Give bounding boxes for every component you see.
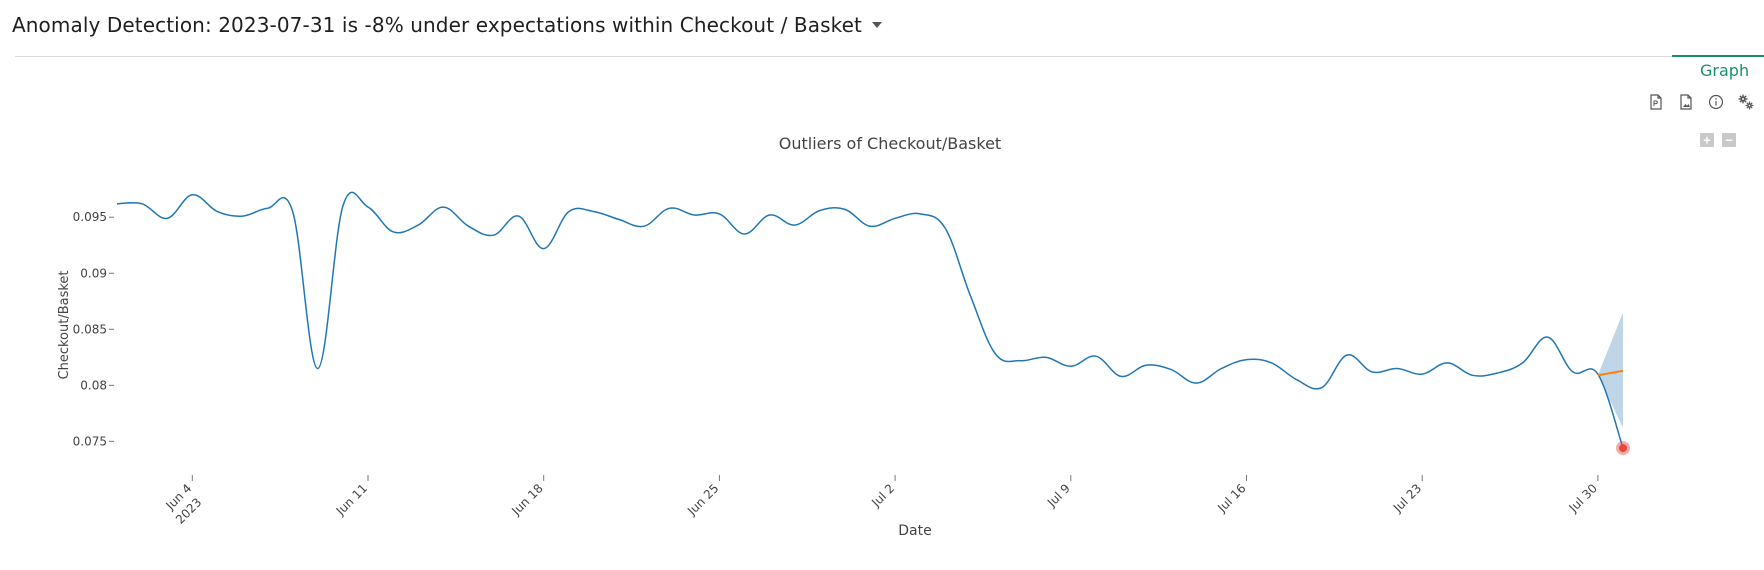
x-tick-label: Jul 30	[1566, 481, 1600, 515]
chart-title: Outliers of Checkout/Basket	[779, 134, 1001, 153]
tab-graph[interactable]: Graph	[1700, 61, 1750, 80]
x-tick-label: Jul 16	[1214, 481, 1248, 515]
x-tick-label: Jul 23	[1390, 481, 1424, 515]
y-axis-label: Checkout/Basket	[57, 270, 72, 379]
zoom-in-button[interactable]: +	[1700, 133, 1714, 147]
anomaly-point[interactable]	[1619, 444, 1627, 453]
y-tick-label: 0.085	[73, 322, 107, 336]
chevron-down-icon[interactable]	[871, 22, 882, 28]
y-tick-label: 0.09	[80, 266, 107, 280]
confidence-band	[1597, 312, 1623, 428]
pdf-icon	[1650, 94, 1662, 110]
image-export-button[interactable]	[1676, 92, 1696, 112]
zoom-out-button[interactable]: −	[1722, 133, 1736, 147]
gear-icon	[1738, 94, 1754, 110]
image-icon	[1680, 94, 1692, 110]
info-button[interactable]	[1706, 92, 1726, 112]
x-tick-label: Jul 2	[868, 481, 897, 510]
x-tick-label: Jun 11	[333, 481, 370, 518]
page-title: Anomaly Detection: 2023-07-31 is -8% und…	[12, 13, 862, 37]
x-tick-label: Jun 18	[508, 481, 545, 518]
y-tick-label: 0.095	[73, 210, 107, 224]
header-divider	[15, 56, 1764, 57]
zoom-controls: + −	[1700, 133, 1736, 147]
tab-active-indicator	[1672, 55, 1764, 57]
x-axis-label: Date	[898, 523, 931, 539]
pdf-export-button[interactable]	[1646, 92, 1666, 112]
x-tick-label: Jul 9	[1044, 481, 1073, 510]
header: Anomaly Detection: 2023-07-31 is -8% und…	[12, 10, 882, 40]
series-line-checkout-basket	[116, 191, 1624, 449]
chart-toolbar	[1646, 92, 1756, 112]
y-tick-label: 0.075	[73, 434, 107, 448]
series-line-expected	[1597, 369, 1624, 377]
x-tick-label: Jun 25	[684, 481, 721, 518]
info-icon	[1708, 94, 1724, 110]
y-tick-label: 0.08	[80, 378, 107, 392]
settings-button[interactable]	[1736, 92, 1756, 112]
